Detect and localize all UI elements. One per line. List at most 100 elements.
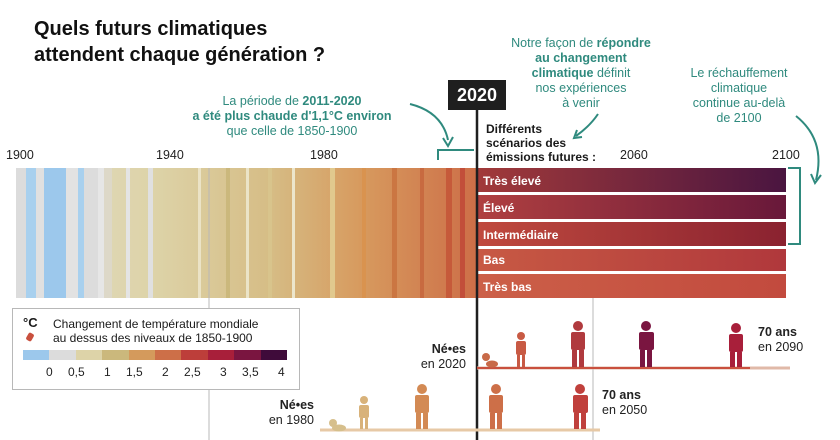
annotation-mid-bold-3: climatique (531, 66, 594, 80)
annotation-beyond-2100: Le réchauffement climatique continue au-… (676, 66, 802, 126)
annotation-left-text-1: La période de (222, 94, 299, 108)
stripe (330, 168, 335, 298)
stripe (78, 168, 84, 298)
annotation-left-text-3: que celle de 1850-1900 (226, 124, 358, 138)
stripe (268, 168, 272, 298)
annotation-mid-text-4: nos expériences (535, 81, 627, 95)
scenario-label-bas: Bas (483, 253, 506, 267)
legend-title-line-2: au dessus des niveaux de 1850-1900 (53, 331, 253, 345)
annotation-left-bold-2: a été plus chaude d'1,1°C environ (192, 109, 392, 123)
person-baby-1980 (329, 419, 346, 432)
annotation-mid-bold-2: au changement (535, 51, 627, 65)
age70-2090-label: 70 ans en 2090 (758, 325, 803, 355)
age70-2050-label: 70 ans en 2050 (602, 388, 647, 418)
person-elder-1980 (573, 384, 588, 429)
legend-tick: 2 (162, 365, 169, 379)
age70-2050-year: en 2050 (602, 403, 648, 417)
person-baby-2020 (482, 353, 498, 368)
legend-swatch (128, 350, 156, 360)
born-2020-title: Né•es (431, 342, 466, 356)
legend-swatch (155, 350, 182, 360)
stripe (44, 168, 66, 298)
legend-tick: 1 (104, 365, 111, 379)
person-child-1980 (359, 396, 369, 429)
stripe (420, 168, 424, 298)
legend-color-scale (23, 350, 288, 360)
stripe (26, 168, 36, 298)
scenario-band-tres-eleve (476, 168, 786, 192)
annotation-mid-text-5: à venir (562, 96, 600, 110)
scenario-band-eleve (476, 195, 786, 219)
legend-tick: 4 (278, 365, 285, 379)
legend: °C Changement de température mondiale au… (12, 308, 300, 390)
born-1980-year: en 1980 (268, 413, 314, 427)
legend-swatch (260, 350, 288, 360)
person-teen-2020 (571, 321, 585, 367)
born-1980-label: Né•es en 1980 (248, 398, 314, 428)
axis-year-2100: 2100 (772, 148, 800, 162)
stripe (246, 168, 249, 298)
annotation-mid-text-1: Notre façon de (511, 36, 594, 50)
scenario-label-eleve: Élevé (483, 201, 515, 215)
axis-year-1900: 1900 (6, 148, 34, 162)
stripe (446, 168, 452, 298)
period-2011-2020-bracket (437, 149, 474, 160)
legend-tick: 3,5 (242, 365, 259, 379)
person-adult-1980 (489, 384, 503, 429)
legend-swatch (102, 350, 129, 360)
stripe (84, 168, 98, 298)
axis-year-1980: 1980 (310, 148, 338, 162)
stripe (36, 168, 44, 298)
stripe (16, 168, 26, 298)
axis-year-1940: 1940 (156, 148, 184, 162)
age70-2050-title: 70 ans (602, 388, 641, 402)
arrow-right-head (810, 173, 822, 185)
arrow-right (795, 115, 820, 181)
scenario-band-intermediaire (476, 222, 786, 246)
annotation-right-text-3: continue au-delà (692, 96, 786, 110)
legend-tick: 2,5 (184, 365, 201, 379)
legend-swatch (49, 350, 76, 360)
scenario-band-bas (476, 249, 786, 271)
stripe (460, 168, 465, 298)
stripe (148, 168, 153, 298)
scenarios-heading: Différents scénarios des émissions futur… (486, 122, 596, 164)
stripe (362, 168, 366, 298)
scenarios-heading-line-1: Différents (486, 122, 543, 136)
annotation-response: Notre façon de répondre au changement cl… (498, 36, 664, 111)
legend-title: Changement de température mondiale au de… (53, 317, 258, 345)
scenario-band-tres-bas (476, 274, 786, 298)
person-adult-2020 (639, 321, 654, 367)
arrow-middle-head (572, 129, 583, 140)
stripe (292, 168, 295, 298)
legend-tick: 0,5 (68, 365, 85, 379)
person-teen-1980 (415, 384, 429, 429)
stripe (104, 168, 112, 298)
thermometer-icon (25, 332, 35, 342)
scenarios-heading-line-3: émissions futures : (486, 150, 597, 164)
arrow-middle (575, 113, 599, 137)
age70-2090-title: 70 ans (758, 325, 797, 339)
scenario-label-tres-bas: Très bas (483, 280, 532, 294)
legend-unit: °C (23, 315, 38, 330)
annotation-left-bold-1: 2011-2020 (302, 94, 362, 108)
stripe (66, 168, 78, 298)
annotation-2011-2020: La période de 2011-2020 a été plus chaud… (172, 94, 412, 139)
page-title: Quels futurs climatiques attendent chaqu… (34, 16, 325, 68)
legend-tick: 0 (46, 365, 53, 379)
arrow-left-head (442, 136, 454, 148)
legend-tick: 3 (220, 365, 227, 379)
stripe (98, 168, 104, 298)
stripe (226, 168, 230, 298)
legend-swatch (23, 350, 50, 360)
born-2020-label: Né•es en 2020 (400, 342, 466, 372)
stripe (126, 168, 130, 298)
legend-tick: 1,5 (126, 365, 143, 379)
annotation-right-text-4: de 2100 (716, 111, 762, 125)
annotation-right-text-2: climatique (710, 81, 768, 95)
legend-swatch (181, 350, 208, 360)
stripe (392, 168, 397, 298)
annotation-right-text-1: Le réchauffement (690, 66, 788, 80)
axis-year-2060: 2060 (620, 148, 648, 162)
